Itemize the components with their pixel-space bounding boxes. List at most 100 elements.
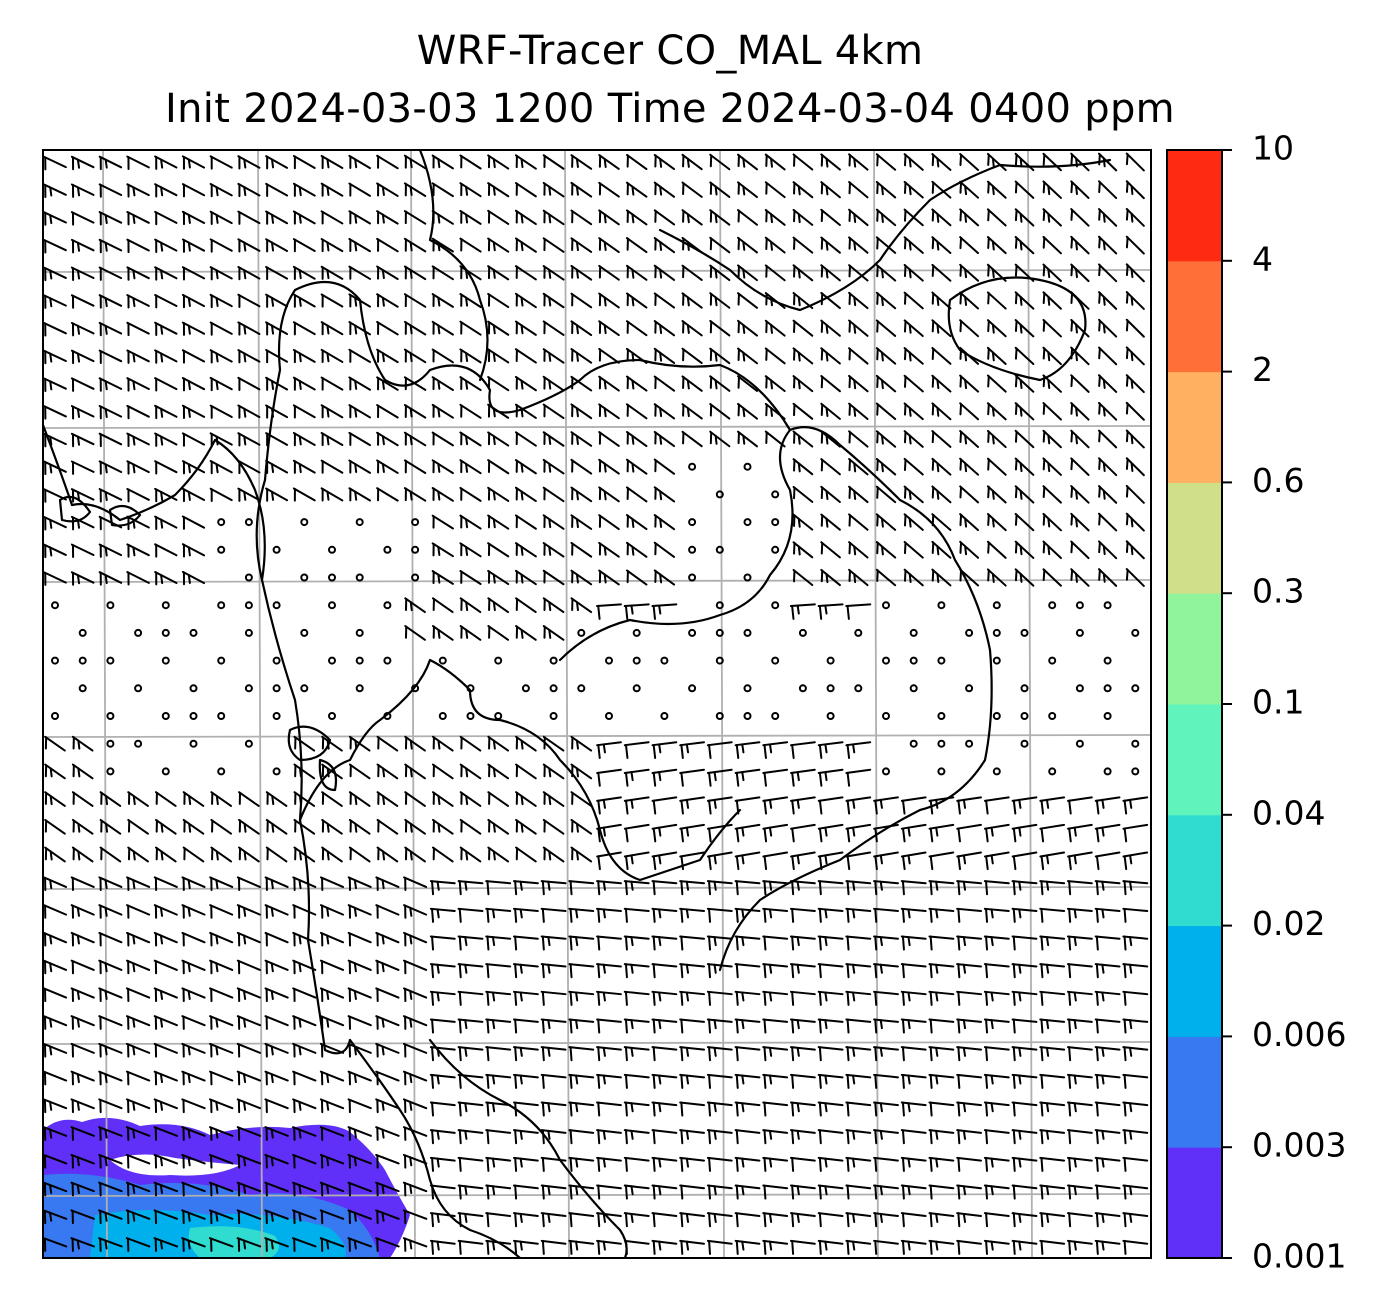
wind-barb — [596, 1018, 622, 1034]
wind-barb — [764, 236, 786, 254]
wind-barb — [238, 818, 260, 835]
wind-barb — [681, 320, 703, 337]
wind-barb — [402, 1098, 428, 1114]
wind-barb — [570, 597, 593, 614]
wind-barb — [875, 208, 897, 227]
calm-wind-marker — [549, 712, 558, 720]
wind-barb — [181, 987, 206, 1003]
calm-wind-marker — [771, 518, 780, 527]
wind-barb — [1039, 796, 1066, 815]
wind-barb — [1094, 796, 1121, 815]
wind-barb — [623, 963, 650, 979]
wind-barb — [596, 1101, 622, 1117]
wind-barb — [1066, 935, 1093, 951]
wind-barb — [848, 319, 869, 337]
wind-barb — [292, 348, 316, 364]
wind-barb — [98, 571, 123, 586]
wind-barb — [1011, 1129, 1038, 1145]
wind-barb — [237, 293, 261, 308]
cb-label-10: 10 — [1252, 129, 1294, 168]
wind-barb — [126, 987, 151, 1003]
wind-barb — [209, 349, 233, 364]
wind-barb — [153, 1098, 178, 1114]
wind-barb — [570, 514, 593, 530]
wind-barb — [70, 1181, 95, 1197]
wind-barb — [986, 540, 1007, 559]
wind-barb — [956, 1129, 983, 1145]
wind-barb — [181, 1098, 206, 1114]
wind-barb — [99, 846, 122, 863]
wind-barb — [512, 1046, 539, 1062]
calm-wind-marker — [217, 656, 226, 665]
wind-barb — [1125, 152, 1145, 172]
wind-barb — [542, 486, 565, 503]
wind-barb — [402, 1181, 428, 1197]
wind-barb — [348, 459, 372, 474]
wind-barb — [931, 540, 952, 559]
wind-barb — [737, 181, 758, 199]
calm-wind-marker — [771, 545, 780, 554]
wind-barb — [237, 487, 261, 502]
wind-barb — [320, 154, 344, 170]
wind-barb — [236, 1042, 262, 1058]
wind-barb — [706, 823, 733, 843]
wind-barb — [348, 763, 371, 780]
wind-barb — [1122, 1156, 1149, 1172]
calm-wind-marker — [383, 545, 392, 554]
wind-barb — [181, 210, 206, 226]
wind-barb — [959, 180, 980, 199]
wind-barb — [319, 1098, 345, 1114]
calm-wind-marker — [992, 712, 1001, 720]
wind-barb — [70, 238, 95, 254]
wind-barb — [514, 237, 537, 253]
wind-barb — [679, 1184, 706, 1200]
meridian-6 — [1027, 150, 1033, 1258]
wind-barb — [542, 375, 565, 392]
wind-barb — [292, 904, 317, 919]
wind-barb — [956, 796, 982, 815]
calm-wind-marker — [189, 712, 198, 720]
wind-barb — [1097, 512, 1118, 532]
wind-barb — [900, 1073, 927, 1089]
wind-barb — [181, 432, 206, 447]
wind-barb — [126, 377, 150, 392]
wind-barb — [43, 876, 68, 892]
wind-barb — [1122, 1212, 1149, 1228]
wind-barb — [709, 375, 731, 392]
calm-wind-marker — [383, 656, 392, 665]
wind-barb — [1070, 429, 1090, 449]
wind-barb — [570, 735, 593, 752]
wind-barb — [931, 430, 952, 448]
wind-barb — [515, 625, 537, 641]
calm-wind-marker — [1103, 767, 1112, 776]
wind-barb — [959, 430, 980, 448]
wind-barb — [209, 404, 233, 419]
wind-barb — [431, 542, 454, 558]
calm-wind-marker — [51, 601, 59, 610]
wind-barb — [264, 1153, 289, 1169]
wind-barb — [237, 266, 261, 281]
wind-barb — [348, 348, 372, 364]
wind-barb — [459, 237, 482, 253]
wind-barb — [931, 319, 952, 338]
calm-wind-marker — [688, 462, 697, 471]
calm-wind-marker — [438, 656, 447, 665]
wind-barb — [265, 182, 289, 198]
wind-barb — [817, 880, 844, 896]
wind-barb — [706, 1156, 733, 1172]
wind-barb — [734, 963, 761, 979]
wind-barb — [457, 1073, 484, 1089]
wind-barb — [487, 292, 510, 309]
wind-barb — [1039, 990, 1066, 1006]
wind-barb — [792, 402, 814, 420]
wind-barb — [956, 851, 982, 871]
wind-barb — [875, 264, 897, 282]
wind-barb — [98, 404, 123, 420]
wind-barb — [209, 460, 233, 475]
calm-wind-marker — [798, 684, 807, 693]
wind-barb — [764, 319, 786, 337]
calm-wind-marker — [161, 656, 170, 665]
wind-barb — [623, 1073, 650, 1089]
wind-barb — [762, 1156, 789, 1172]
calm-wind-marker — [798, 628, 807, 637]
